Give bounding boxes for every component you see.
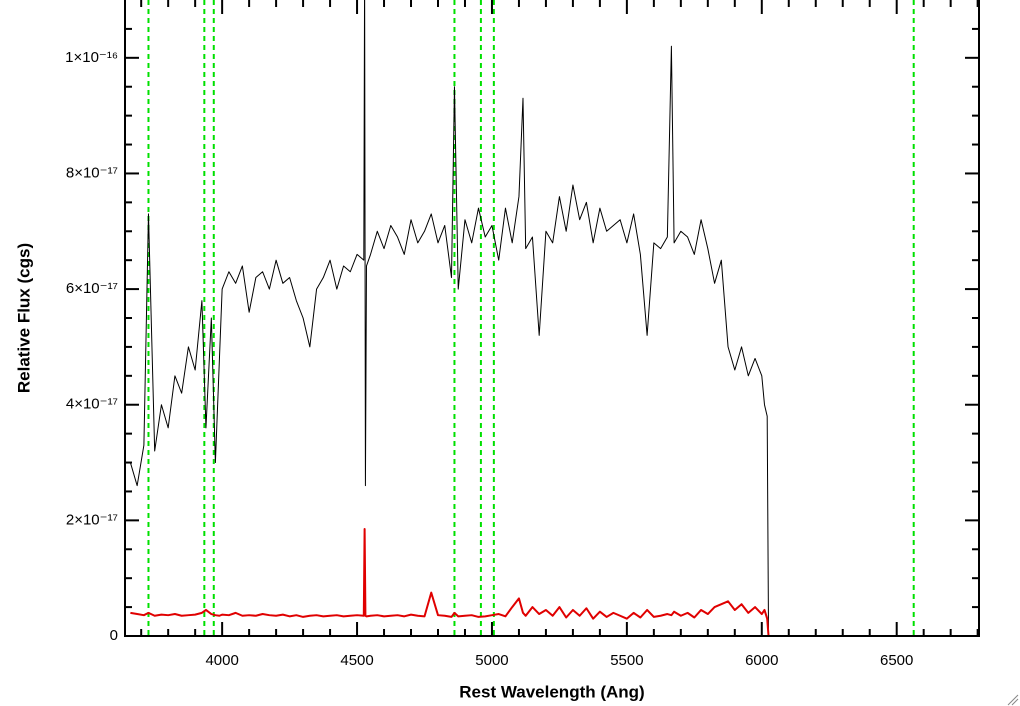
- axes-frame: [124, 0, 980, 637]
- resize-grip: [1007, 694, 1019, 706]
- x-tick-label: 5000: [475, 652, 508, 669]
- y-axis-label: Relative Flux (cgs): [14, 243, 33, 393]
- spectrum-line: [129, 0, 770, 636]
- spectrum-line: [130, 528, 978, 636]
- y-tick-label: 8×10⁻¹⁷: [66, 164, 118, 181]
- x-tick-label: 4500: [340, 652, 373, 669]
- x-tick-label: 6000: [745, 652, 778, 669]
- y-tick-label: 2×10⁻¹⁷: [66, 511, 118, 528]
- x-tick-label: 5500: [610, 652, 643, 669]
- x-tick-label: 4000: [205, 652, 238, 669]
- plot-area: [129, 0, 978, 636]
- x-tick-label: 6500: [880, 652, 913, 669]
- y-tick-label: 0: [110, 627, 118, 644]
- y-tick-label: 1×10⁻¹⁶: [65, 49, 118, 66]
- y-tick-label: 4×10⁻¹⁷: [66, 396, 118, 413]
- x-axis-label: Rest Wavelength (Ang): [459, 682, 644, 701]
- y-tick-label: 6×10⁻¹⁷: [66, 280, 118, 297]
